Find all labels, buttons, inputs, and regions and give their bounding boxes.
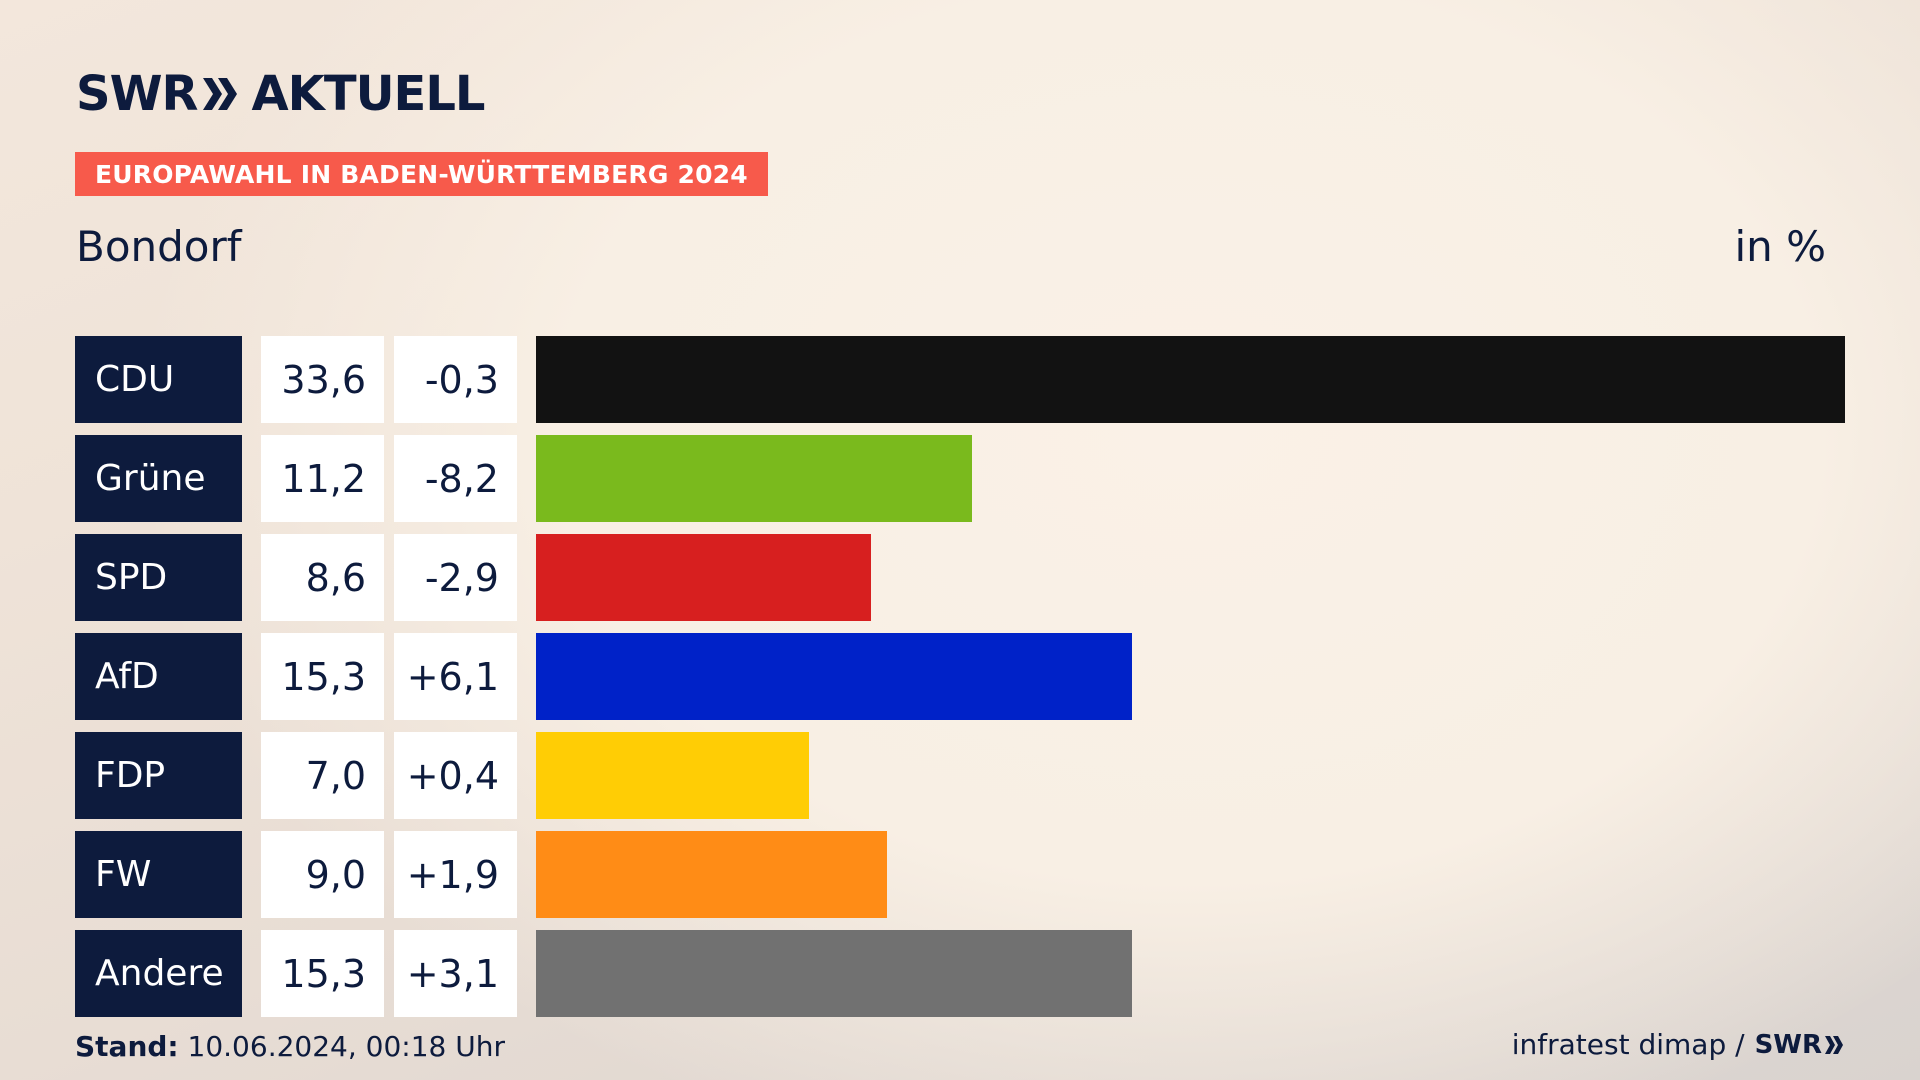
result-change: +3,1 xyxy=(394,930,517,1017)
party-label: SPD xyxy=(75,534,242,621)
logo-product: AKTUELL xyxy=(251,66,485,122)
result-bar xyxy=(536,534,871,621)
result-row: AfD 15,3 +6,1 xyxy=(75,633,1845,720)
result-change: -8,2 xyxy=(394,435,517,522)
logo-brand: SWR xyxy=(76,66,198,122)
result-value: 9,0 xyxy=(261,831,384,918)
swr-aktuell-logo: SWR AKTUELL xyxy=(76,66,486,122)
result-bar xyxy=(536,336,1845,423)
party-label: AfD xyxy=(75,633,242,720)
timestamp: Stand: 10.06.2024, 00:18 Uhr xyxy=(75,1030,505,1063)
unit-label: in % xyxy=(1734,222,1826,271)
result-row: Andere 15,3 +3,1 xyxy=(75,930,1845,1017)
election-badge: EUROPAWAHL IN BADEN-WÜRTTEMBERG 2024 xyxy=(75,152,768,196)
result-bar xyxy=(536,633,1132,720)
result-row: Grüne 11,2 -8,2 xyxy=(75,435,1845,522)
double-chevron-icon xyxy=(1825,1035,1843,1054)
place-title: Bondorf xyxy=(76,222,242,271)
source-logo: SWR xyxy=(1755,1030,1844,1060)
result-bar xyxy=(536,732,809,819)
stand-value: 10.06.2024, 00:18 Uhr xyxy=(187,1030,505,1063)
party-label: FDP xyxy=(75,732,242,819)
result-bar xyxy=(536,930,1132,1017)
result-row: CDU 33,6 -0,3 xyxy=(75,336,1845,423)
result-value: 7,0 xyxy=(261,732,384,819)
result-change: -2,9 xyxy=(394,534,517,621)
result-row: FDP 7,0 +0,4 xyxy=(75,732,1845,819)
result-value: 8,6 xyxy=(261,534,384,621)
stand-label: Stand: xyxy=(75,1030,179,1063)
result-change: -0,3 xyxy=(394,336,517,423)
result-bar xyxy=(536,435,972,522)
double-chevron-icon xyxy=(203,78,238,110)
source-logo-text: SWR xyxy=(1754,1029,1822,1060)
source-credit: infratest dimap / SWR xyxy=(1512,1028,1844,1061)
result-value: 15,3 xyxy=(261,930,384,1017)
result-change: +1,9 xyxy=(394,831,517,918)
result-change: +0,4 xyxy=(394,732,517,819)
result-row: FW 9,0 +1,9 xyxy=(75,831,1845,918)
result-bar xyxy=(536,831,887,918)
result-value: 33,6 xyxy=(261,336,384,423)
result-row: SPD 8,6 -2,9 xyxy=(75,534,1845,621)
result-value: 15,3 xyxy=(261,633,384,720)
source-text: infratest dimap / xyxy=(1511,1028,1745,1061)
result-change: +6,1 xyxy=(394,633,517,720)
party-label: Grüne xyxy=(75,435,242,522)
result-value: 11,2 xyxy=(261,435,384,522)
party-label: FW xyxy=(75,831,242,918)
party-label: Andere xyxy=(75,930,242,1017)
party-label: CDU xyxy=(75,336,242,423)
